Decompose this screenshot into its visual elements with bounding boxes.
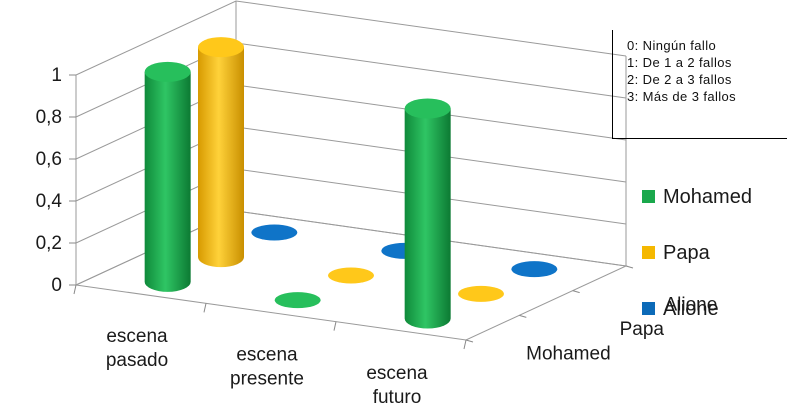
note-line: 3: Más de 3 fallos — [627, 89, 737, 104]
bar-body — [404, 108, 451, 329]
z-tick-label: Alione — [665, 294, 718, 315]
y-tick-label: 1 — [51, 65, 62, 86]
bar-top — [144, 61, 191, 82]
axis-layer — [69, 74, 634, 350]
legend-label: Mohamed — [663, 186, 752, 208]
x-tick-mark — [463, 339, 467, 350]
z-tick-label: Mohamed — [526, 344, 611, 365]
x-tick-label-line: pasado — [106, 350, 168, 371]
legend-swatch — [642, 246, 655, 259]
z-tick-label: Papa — [620, 319, 665, 340]
bar-zero — [251, 224, 298, 241]
y-tick-label: 0 — [51, 275, 62, 296]
bar-body — [198, 47, 244, 268]
z-tick-mark — [519, 314, 527, 318]
legend-swatch — [642, 190, 655, 203]
bar — [144, 61, 191, 292]
bar-top — [404, 98, 451, 119]
x-tick-mark — [73, 284, 77, 295]
legend: Mohamed Papa Alione — [642, 186, 752, 320]
notes-box: 0: Ningún fallo 1: De 1 a 2 fallos 2: De… — [612, 30, 787, 139]
x-tick-label-line: presente — [230, 369, 304, 390]
bar-body — [144, 71, 191, 292]
y-tick-label: 0,8 — [36, 107, 62, 128]
note-line: 1: De 1 a 2 fallos — [627, 55, 732, 70]
y-tick-label: 0,6 — [36, 149, 62, 170]
x-tick-label: escena presente — [230, 345, 304, 390]
legend-label: Papa — [663, 242, 711, 264]
x-tick-label-line: escena — [366, 363, 428, 384]
z-tick-mark — [572, 290, 580, 294]
legend-swatch — [642, 302, 655, 315]
bar-zero — [511, 261, 558, 278]
y-tick-label: 0,4 — [36, 191, 63, 212]
note-line: 0: Ningún fallo — [627, 38, 717, 53]
y-tick-label: 0,2 — [36, 233, 62, 254]
x-tick-label: escena pasado — [106, 326, 168, 371]
x-tick-label-line: futuro — [373, 387, 422, 408]
x-tick-label-line: escena — [106, 326, 168, 347]
bar-top — [198, 37, 244, 58]
x-tick-label-line: escena — [236, 345, 298, 366]
marks-layer — [144, 37, 558, 329]
x-tick-mark — [203, 303, 207, 313]
z-tick-mark — [465, 339, 474, 343]
bar-zero — [328, 267, 374, 284]
legend-label: Alione — [663, 298, 719, 320]
bar-zero — [458, 285, 504, 302]
x-tick-mark — [333, 321, 337, 331]
x-tick-label: escena futuro — [366, 363, 428, 408]
bar — [404, 98, 451, 329]
bar-zero — [274, 292, 321, 309]
note-line: 2: De 2 a 3 fallos — [627, 72, 732, 87]
bar — [198, 37, 244, 268]
z-tick-mark — [625, 265, 634, 269]
label-layer: 0 0,2 0,4 0,6 0,8 1 escena pasado escena presente… — [36, 65, 718, 408]
